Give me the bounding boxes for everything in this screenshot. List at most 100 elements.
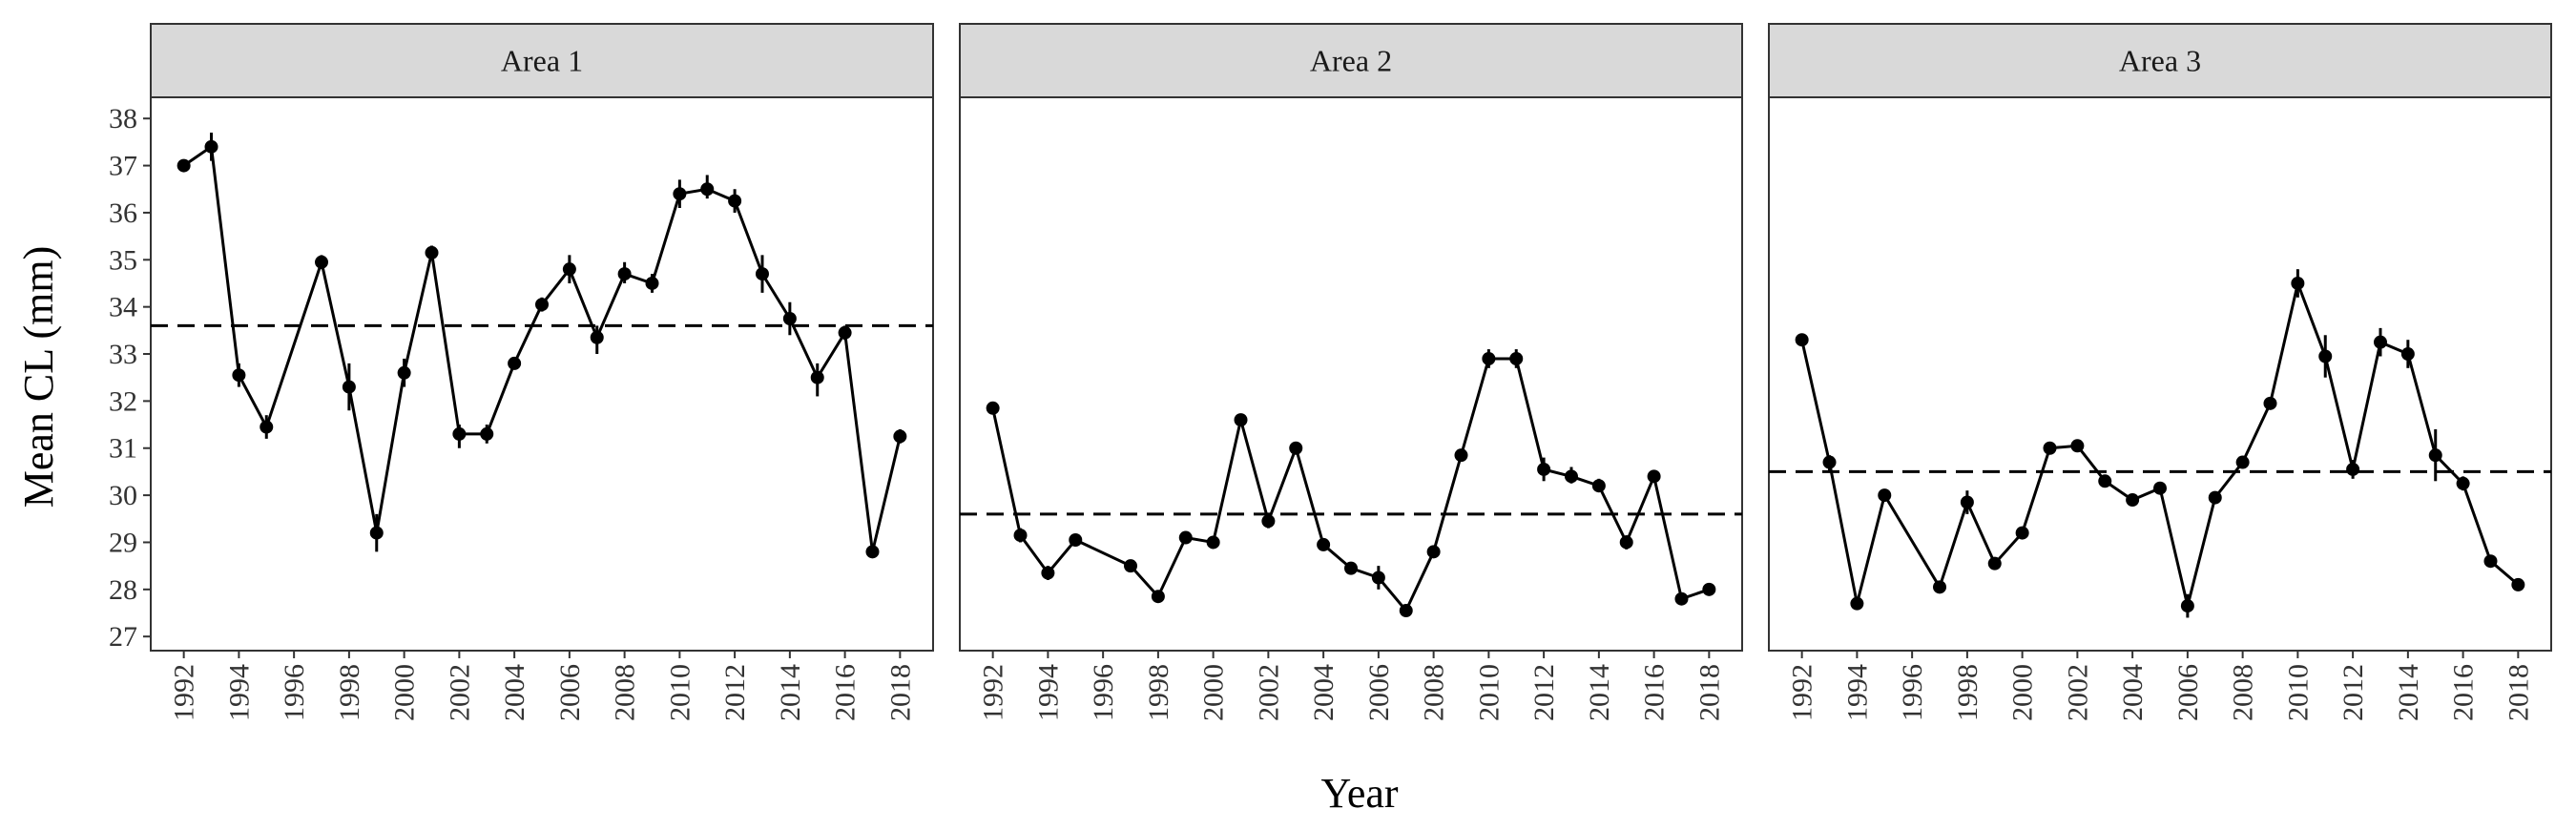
x-tick-label: 2018 [1693, 664, 1725, 721]
x-tick-label: 2018 [2503, 664, 2534, 721]
data-point [986, 401, 1000, 415]
data-point [1960, 495, 1974, 509]
data-point [1234, 413, 1248, 427]
data-point [1795, 333, 1809, 347]
data-point [2400, 347, 2415, 362]
x-tick-label: 2008 [1419, 664, 1450, 721]
y-tick-label: 36 [109, 197, 137, 229]
data-point [2483, 554, 2498, 569]
data-point [2428, 448, 2442, 463]
x-tick-label: 2010 [664, 664, 696, 721]
x-tick-label: 2008 [610, 664, 641, 721]
data-point [1987, 556, 2002, 571]
x-tick-label: 1992 [169, 664, 200, 721]
data-point [2153, 481, 2167, 495]
data-point [782, 312, 797, 325]
data-point [1482, 351, 1496, 365]
data-point [177, 158, 191, 173]
data-point [204, 139, 218, 154]
x-tick-label: 1998 [334, 664, 365, 721]
data-point [728, 194, 742, 208]
data-point [893, 429, 907, 444]
x-tick-label: 2012 [719, 664, 751, 721]
data-point [700, 182, 715, 197]
y-tick-label: 33 [109, 339, 137, 370]
x-tick-label: 1994 [1841, 664, 1873, 721]
y-tick-label: 37 [109, 151, 137, 182]
x-tick-label: 2002 [2062, 664, 2093, 721]
x-tick-label: 2014 [1584, 664, 1615, 721]
y-tick-label: 28 [109, 574, 137, 606]
x-tick-label: 2002 [1253, 664, 1284, 721]
series-line [182, 144, 902, 552]
panel-3: Area 3 1992 1994 1996 1998 2000 2002 2004 2006 20… [1768, 23, 2552, 721]
data-point [1674, 591, 1689, 606]
x-tick-label: 2012 [2337, 664, 2369, 721]
x-tick-label: 2016 [1639, 664, 1671, 721]
panel-strip [150, 23, 934, 98]
data-point [1178, 530, 1193, 545]
y-tick-label: 29 [109, 527, 137, 558]
x-axis-title: Year [1320, 770, 1398, 817]
x-tick-label: 1994 [223, 664, 255, 721]
x-tick-label: 1992 [1787, 664, 1818, 721]
data-point [2318, 349, 2333, 363]
data-point [397, 365, 411, 380]
data-point [1317, 537, 1331, 551]
data-point [755, 267, 769, 281]
data-point [1371, 571, 1385, 585]
x-tick-label: 1998 [1952, 664, 1984, 721]
x-tick-label: 2006 [554, 664, 586, 721]
data-point [617, 267, 632, 281]
data-point [1619, 535, 1633, 550]
data-point [1878, 488, 1892, 503]
y-tick-label: 35 [109, 244, 137, 276]
x-tick-label: 2004 [499, 664, 530, 721]
data-point [1537, 462, 1551, 476]
data-point [1822, 455, 1837, 469]
y-tick-label: 32 [109, 385, 137, 417]
data-point [508, 356, 522, 370]
x-tick-label: 2018 [884, 664, 916, 721]
data-point [1261, 514, 1276, 529]
panel-border [1768, 96, 2552, 652]
data-point [1206, 535, 1220, 550]
x-tick-label: 2000 [1198, 664, 1230, 721]
data-point [1564, 469, 1578, 484]
data-point [2015, 526, 2029, 540]
data-point [1399, 604, 1413, 618]
x-tick-label: 2004 [1308, 664, 1340, 721]
data-point [2291, 276, 2305, 290]
data-point [369, 526, 384, 540]
y-tick-label: 30 [109, 480, 137, 511]
panel-strip-label: Area 2 [1310, 44, 1392, 78]
data-point [2126, 493, 2140, 508]
y-tick-label: 31 [109, 433, 137, 465]
data-point [1124, 559, 1138, 573]
data-point [425, 245, 439, 259]
chart-panels: Area 1 1992 1994 1996 1998 2000 2002 2004 2006 20… [150, 23, 2552, 721]
data-point [2346, 462, 2360, 476]
x-tick-label: 1996 [1088, 664, 1119, 721]
data-point [1591, 479, 1606, 493]
data-point [1426, 545, 1441, 559]
data-point [590, 330, 604, 344]
x-tick-label: 1992 [978, 664, 1009, 721]
data-point [838, 325, 852, 340]
data-point [342, 380, 356, 394]
data-point [1289, 441, 1303, 455]
data-point [2235, 455, 2250, 469]
panel-border [959, 96, 1743, 652]
panel-border [150, 96, 934, 652]
x-tick-label: 2014 [775, 664, 806, 721]
x-tick-label: 2012 [1528, 664, 1560, 721]
x-tick-label: 2006 [2172, 664, 2204, 721]
x-tick-label: 1998 [1143, 664, 1174, 721]
data-point [260, 420, 274, 434]
data-point [2043, 441, 2057, 455]
x-tick-label: 2016 [830, 664, 862, 721]
data-point [1151, 590, 1165, 604]
x-tick-label: 1996 [279, 664, 310, 721]
x-tick-label: 1994 [1032, 664, 1064, 721]
